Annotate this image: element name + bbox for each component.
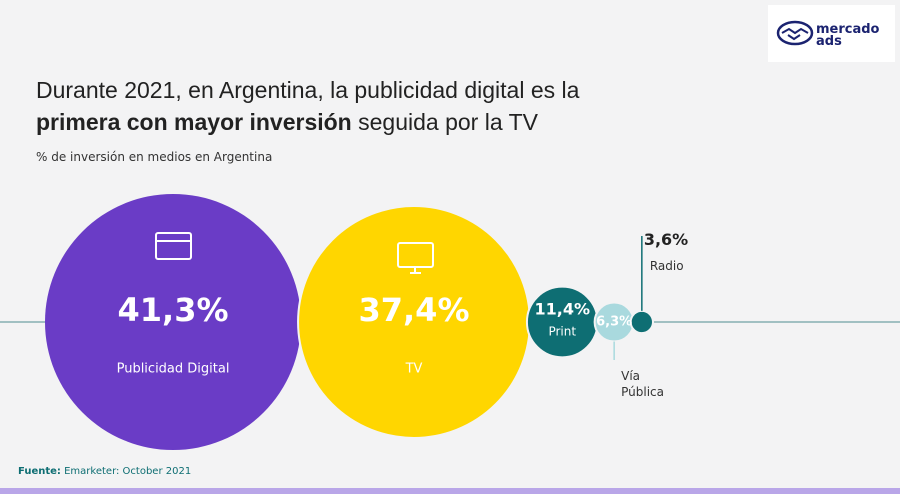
bubbles — [45, 193, 655, 451]
bottom-strip — [0, 488, 900, 494]
source-text: Emarketer: October 2021 — [64, 466, 192, 477]
value-label: 11,4% — [535, 300, 591, 319]
logo-icon — [776, 20, 814, 46]
category-label: Radio — [649, 259, 684, 273]
source-label: Fuente: — [18, 466, 61, 477]
category-label: Vía Pública — [621, 369, 665, 399]
value-label: 37,4% — [358, 291, 469, 329]
tv-icon — [397, 242, 434, 274]
source: Fuente: Emarketer: October 2021 — [18, 466, 191, 477]
bubble — [629, 309, 655, 335]
title-line: primera con mayor inversión seguida por … — [36, 106, 579, 138]
logo: mercado ads — [768, 5, 895, 62]
title-bold: primera con mayor inversión — [36, 109, 352, 135]
bubble — [45, 193, 302, 451]
logo-text: mercado — [816, 22, 880, 37]
title-rest: seguida por la TV — [358, 109, 538, 135]
category-label: Print — [548, 325, 576, 339]
subtitle: % de inversión en medios en Argentina — [36, 150, 273, 164]
value-label: 41,3% — [118, 291, 229, 329]
bubble — [525, 285, 599, 359]
value-label: 3,6% — [643, 230, 689, 249]
browser-icon — [155, 232, 192, 260]
title-line: Durante 2021, en Argentina, la publicida… — [36, 77, 580, 103]
category-label: TV — [405, 362, 423, 377]
category-label: Publicidad Digital — [117, 362, 230, 377]
logo-text: ads — [816, 34, 842, 49]
value-label: 6,3% — [596, 315, 632, 330]
title: Durante 2021, en Argentina, la publicida… — [36, 74, 579, 138]
